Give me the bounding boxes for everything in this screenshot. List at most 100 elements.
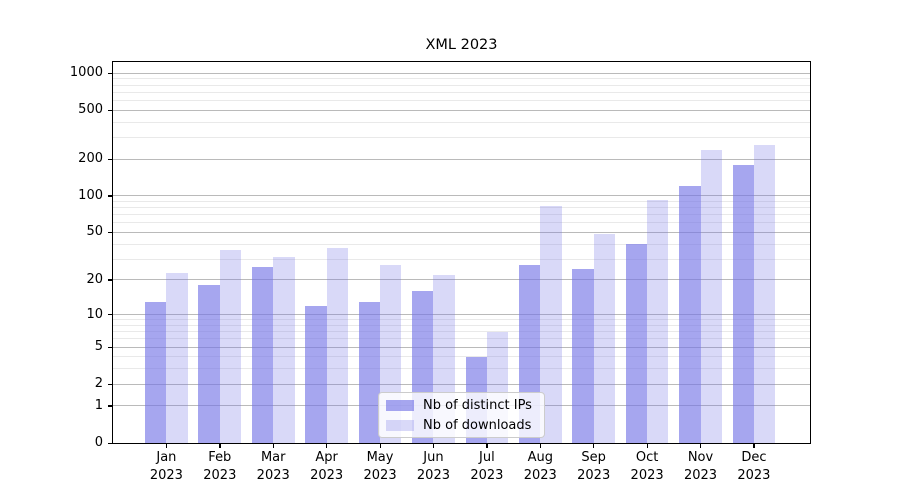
bar-ips-dec [732,164,754,443]
minor-gridline [113,356,810,358]
y-tick-mark [108,346,113,348]
y-tick-label: 5 [94,339,103,355]
major-gridline [113,195,810,197]
y-tick-mark [108,405,113,407]
minor-gridline [113,78,810,80]
y-tick-mark [108,109,113,111]
x-tick-mark [539,443,541,448]
minor-gridline [113,324,810,326]
bar-downloads-dec [753,145,776,443]
bar-downloads-apr [326,248,348,443]
major-gridline [113,231,810,233]
legend-label-ips: Nb of distinct IPs [423,397,532,413]
y-tick-label: 50 [86,224,103,240]
y-tick-mark [108,72,113,74]
major-gridline [113,383,810,385]
y-tick-mark [108,231,113,234]
bar-downloads-feb [219,249,242,443]
y-tick-mark [108,279,113,281]
y-tick-mark [108,195,113,197]
x-tick-label-nov: Nov 2023 [683,450,718,483]
bar-ips-jan [145,301,167,443]
bar-ips-may [358,301,381,443]
x-tick-label-oct: Oct 2023 [630,450,664,483]
y-tick-label: 200 [78,151,103,167]
minor-gridline [113,200,810,202]
x-tick-label-feb: Feb 2023 [203,450,237,483]
x-tick-mark [486,443,488,448]
x-tick-mark [432,443,435,448]
x-tick-label-jun: Jun 2023 [416,450,450,483]
major-gridline [113,158,810,160]
x-tick-label-apr: Apr 2023 [310,450,344,483]
minor-gridline [113,136,810,138]
x-tick-label-sep: Sep 2023 [577,450,611,483]
bar-ips-mar [251,266,274,443]
major-gridline [113,346,810,348]
x-tick-label-may: May 2023 [363,450,397,483]
major-gridline [113,109,810,111]
x-tick-label-jul: Jul 2023 [470,450,504,483]
minor-gridline [113,319,810,321]
minor-gridline [113,121,810,123]
y-tick-label: 1000 [69,65,103,81]
major-gridline [113,314,810,316]
minor-gridline [113,331,810,333]
bar-ips-apr [305,305,327,443]
x-tick-mark [272,443,274,448]
legend-row-downloads: Nb of downloads [379,415,544,435]
bar-downloads-aug [540,205,562,443]
x-tick-label-aug: Aug 2023 [523,450,557,483]
x-tick-mark [593,443,595,448]
plot-area [112,61,811,444]
y-tick-label: 500 [78,102,103,118]
y-tick-mark [108,383,113,385]
bar-ips-sep [572,268,594,443]
legend-label-downloads: Nb of downloads [423,417,532,433]
x-tick-label-mar: Mar 2023 [256,450,290,483]
legend: Nb of distinct IPs Nb of downloads [378,392,545,438]
minor-gridline [113,91,810,93]
minor-gridline [113,222,810,224]
x-tick-mark [379,443,381,448]
x-tick-mark [326,443,328,448]
y-tick-mark [108,442,113,444]
x-tick-mark [700,443,702,448]
y-tick-label: 0 [94,435,103,450]
x-tick-mark [753,443,755,448]
x-tick-label-jan: Jan 2023 [149,450,183,483]
legend-row-ips: Nb of distinct IPs [379,395,544,415]
bar-ips-feb [198,285,220,443]
y-tick-mark [108,314,113,316]
minor-gridline [113,207,810,209]
minor-gridline [113,84,810,86]
minor-gridline [113,214,810,216]
minor-gridline [113,368,810,370]
x-tick-mark [165,443,168,448]
bar-ips-oct [625,244,648,443]
chart-title: XML 2023 [425,37,498,53]
x-tick-mark [646,443,648,448]
y-tick-mark [108,158,113,160]
y-tick-label: 100 [78,187,103,203]
minor-gridline [113,99,810,101]
minor-gridline [113,258,810,260]
legend-swatch-downloads [386,419,414,431]
minor-gridline [113,338,810,340]
major-gridline [113,279,810,281]
bar-downloads-sep [593,233,616,443]
minor-gridline [113,243,810,245]
bar-downloads-oct [647,199,669,443]
bar-ips-nov [679,186,701,443]
legend-swatch-ips [386,399,414,411]
y-tick-label: 10 [86,306,103,322]
bar-downloads-mar [273,257,295,443]
y-tick-label: 2 [94,376,103,392]
x-tick-label-dec: Dec 2023 [737,450,771,483]
y-tick-label: 20 [86,271,103,287]
y-tick-label: 1 [94,397,103,413]
x-tick-mark [219,443,221,448]
bar-downloads-jan [166,272,188,443]
bar-downloads-nov [700,150,722,443]
